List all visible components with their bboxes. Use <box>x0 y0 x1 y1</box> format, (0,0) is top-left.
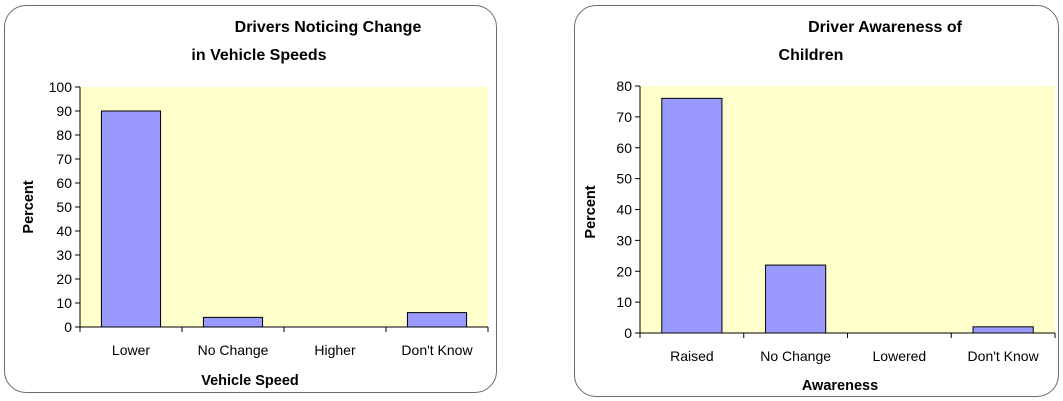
chart-1-y-axis-label: Percent <box>21 180 37 233</box>
chart-1-bar-no-change <box>202 316 264 328</box>
chart-2-y-axis-label: Percent <box>583 185 599 238</box>
chart-2-y-tick-label: 70 <box>616 109 632 125</box>
chart-2-title-line-1: Driver Awareness of <box>808 19 963 36</box>
chart-1-y-tick-label: 60 <box>56 175 72 191</box>
chart-1-x-axis-label: Vehicle Speed <box>201 373 299 389</box>
chart-1-y-tick-label: 90 <box>56 103 72 119</box>
chart-2-y-tick-label: 50 <box>616 171 632 187</box>
chart-1-title-line-2: in Vehicle Speeds <box>191 47 326 64</box>
chart-2-title-line-2: Children <box>779 47 844 64</box>
chart-1-x-tick-label: Lower <box>112 342 150 358</box>
chart-2-x-axis-label: Awareness <box>802 378 878 394</box>
chart-2-y-tick-label: 0 <box>624 325 632 341</box>
chart-1-x-tick-label: Higher <box>314 342 356 358</box>
chart-2-y-tick-label: 40 <box>616 202 632 218</box>
chart-2-y-tick-label: 10 <box>616 294 632 310</box>
chart-2-bar-no-change <box>765 264 827 334</box>
chart-2-x-tick-label: No Change <box>760 348 831 364</box>
chart-2-y-tick-label: 60 <box>616 140 632 156</box>
chart-1-y-tick-label: 30 <box>56 247 72 263</box>
chart-1-bar-don-t-know <box>406 312 468 328</box>
chart-1-y-tick-label: 50 <box>56 199 72 215</box>
chart-1-y-tick-label: 100 <box>49 79 73 95</box>
chart-1-y-tick-label: 10 <box>56 295 72 311</box>
chart-2-bar-don-t-know <box>972 326 1034 334</box>
chart-1-y-tick-label: 70 <box>56 151 72 167</box>
chart-1-y-tick-label: 40 <box>56 223 72 239</box>
chart-2-x-tick-label: Raised <box>670 348 714 364</box>
chart-1-title-line-1: Drivers Noticing Change <box>235 19 422 36</box>
chart-2-y-tick-label: 20 <box>616 263 632 279</box>
chart-2-x-tick-label: Don't Know <box>968 348 1040 364</box>
chart-2-x-tick-label: Lowered <box>873 348 927 364</box>
chart-1-x-tick-label: Don't Know <box>401 342 473 358</box>
chart-2-bar-raised <box>661 97 723 334</box>
chart-2-y-tick-label: 30 <box>616 232 632 248</box>
chart-1-x-tick-label: No Change <box>198 342 269 358</box>
chart-1-y-tick-label: 0 <box>64 319 72 335</box>
chart-2-y-tick-label: 80 <box>616 78 632 94</box>
chart-1-bar-lower <box>100 110 162 328</box>
chart-1-y-tick-label: 80 <box>56 127 72 143</box>
chart-1-y-tick-label: 20 <box>56 271 72 287</box>
